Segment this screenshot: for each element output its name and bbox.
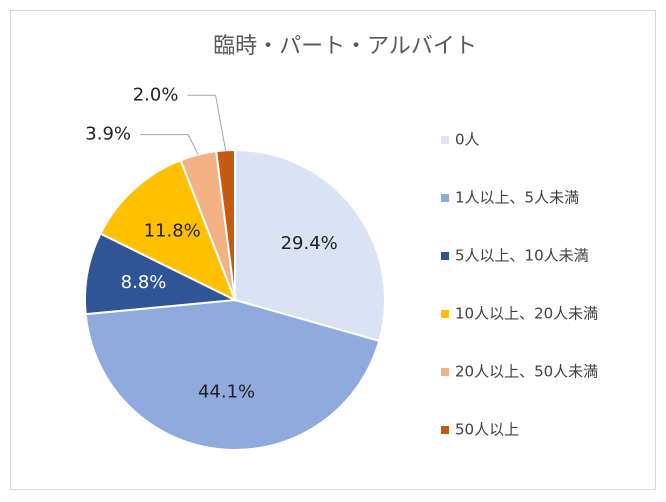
data-label: 8.8%	[121, 272, 167, 293]
legend-swatch	[441, 194, 449, 202]
legend-label: 50人以上	[455, 421, 519, 439]
pie-slice	[99, 158, 237, 303]
legend-swatch	[441, 310, 449, 318]
data-label: 44.1%	[198, 382, 255, 403]
data-label: 11.8%	[144, 220, 201, 241]
leader-line	[140, 134, 199, 155]
pie-slice	[84, 298, 381, 451]
leader-line	[187, 94, 227, 151]
legend-label: 1人以上、5人未満	[455, 189, 579, 207]
data-label: 3.9%	[85, 124, 131, 145]
legend-swatch	[441, 426, 449, 434]
legend-label: 5人以上、10人未満	[455, 247, 589, 265]
pie-slice	[84, 232, 239, 316]
legend-label: 0人	[455, 131, 480, 149]
data-label: 29.4%	[281, 233, 338, 254]
pie-slice	[215, 148, 236, 301]
pie-slice	[234, 148, 386, 343]
legend-swatch	[441, 368, 449, 376]
legend-label: 20人以上、50人未満	[455, 363, 598, 381]
chart-title: 臨時・パート・アルバイト	[213, 34, 477, 59]
legend-swatch	[441, 252, 449, 260]
legend-swatch	[441, 136, 449, 144]
legend-label: 10人以上、20人未満	[455, 305, 598, 323]
data-label: 2.0%	[133, 84, 179, 105]
